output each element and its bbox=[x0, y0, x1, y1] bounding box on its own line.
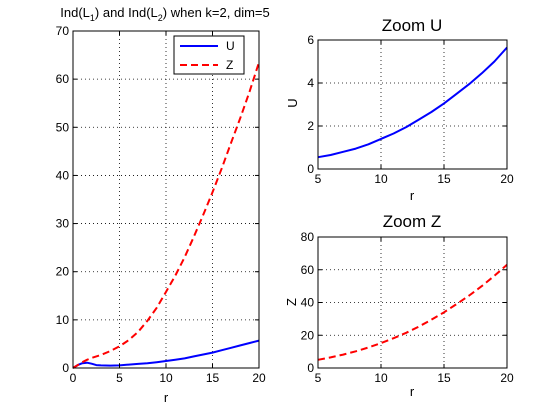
legend-label-u: U bbox=[226, 39, 235, 53]
main-x-tick-label: 5 bbox=[116, 371, 123, 385]
zoom-z-y-tick-label: 0 bbox=[307, 361, 314, 375]
main-series-u-line bbox=[72, 339, 260, 369]
zoom-z-y-tick-label: 80 bbox=[301, 230, 315, 244]
legend-box bbox=[173, 35, 245, 75]
zoom-u-y-axis-label: U bbox=[285, 98, 300, 107]
zoom-z-plot: 5 10 15 20 0 20 40 60 80 bbox=[301, 230, 514, 385]
main-legend: U Z bbox=[173, 35, 245, 75]
zoom-z-series-0-line bbox=[317, 264, 508, 361]
zoom-u-series-0-line bbox=[317, 46, 508, 159]
main-y-tick-label: 10 bbox=[56, 313, 70, 327]
zoom-u-y-tick-label: 2 bbox=[307, 119, 314, 133]
zoom-z-x-tick-label: 20 bbox=[500, 371, 514, 385]
main-title-sub-1: 1 bbox=[90, 13, 95, 23]
zoom-u-y-tick-label: 4 bbox=[307, 76, 314, 90]
main-x-axis-label: r bbox=[164, 390, 169, 405]
zoom-z-y-tick-label: 40 bbox=[301, 296, 315, 310]
zoom-u-plot-area bbox=[318, 40, 507, 169]
zoom-u-axes-frame bbox=[317, 39, 508, 170]
main-x-tick-label: 0 bbox=[70, 371, 77, 385]
main-chart-title: Ind(L1) and Ind(L2) when k=2, dim=5 bbox=[60, 5, 270, 23]
zoom-u-x-axis-label: r bbox=[410, 188, 415, 203]
main-y-tick-label: 60 bbox=[56, 72, 70, 86]
zoom-u-x-tick-label: 5 bbox=[315, 172, 322, 186]
main-x-tick-label: 15 bbox=[206, 371, 220, 385]
zoom-z-plot-area bbox=[318, 237, 507, 368]
main-title-sub-2: 2 bbox=[158, 13, 163, 23]
zoom-z-x-tick-label: 15 bbox=[437, 371, 451, 385]
main-y-tick-label: 20 bbox=[56, 265, 70, 279]
zoom-z-x-tick-label: 5 bbox=[315, 371, 322, 385]
zoom-z-y-axis-label: Z bbox=[284, 298, 299, 306]
main-y-tick-label: 50 bbox=[56, 120, 70, 134]
main-title-part-3: ) when k=2, dim=5 bbox=[163, 5, 270, 20]
zoom-z-x-tick-label: 10 bbox=[374, 371, 388, 385]
main-x-tick-label: 10 bbox=[159, 371, 173, 385]
legend-label-z: Z bbox=[226, 58, 233, 72]
zoom-z-y-tick-label: 60 bbox=[301, 263, 315, 277]
zoom-u-x-tick-label: 20 bbox=[500, 172, 514, 186]
zoom-u-plot: 5 10 15 20 0 2 4 6 bbox=[307, 33, 514, 186]
zoom-u-x-tick-label: 15 bbox=[437, 172, 451, 186]
main-y-tick-label: 40 bbox=[56, 168, 70, 182]
main-title-part-2: ) and Ind(L bbox=[95, 5, 158, 20]
zoom-z-title: Zoom Z bbox=[383, 212, 442, 231]
zoom-u-y-tick-label: 6 bbox=[307, 33, 314, 47]
main-title-part-1: Ind(L bbox=[60, 5, 90, 20]
zoom-z-x-axis-label: r bbox=[410, 384, 415, 399]
main-plot: 0 5 10 15 20 0 10 20 30 40 50 60 70 bbox=[56, 24, 266, 385]
main-y-tick-label: 30 bbox=[56, 217, 70, 231]
main-y-tick-label: 0 bbox=[62, 361, 69, 375]
zoom-u-x-tick-label: 10 bbox=[374, 172, 388, 186]
main-x-tick-label: 20 bbox=[252, 371, 266, 385]
zoom-u-title: Zoom U bbox=[382, 16, 442, 35]
main-series-z-line bbox=[72, 61, 260, 369]
zoom-z-y-tick-label: 20 bbox=[301, 328, 315, 342]
main-y-tick-label: 70 bbox=[56, 24, 70, 38]
zoom-u-y-tick-label: 0 bbox=[307, 162, 314, 176]
